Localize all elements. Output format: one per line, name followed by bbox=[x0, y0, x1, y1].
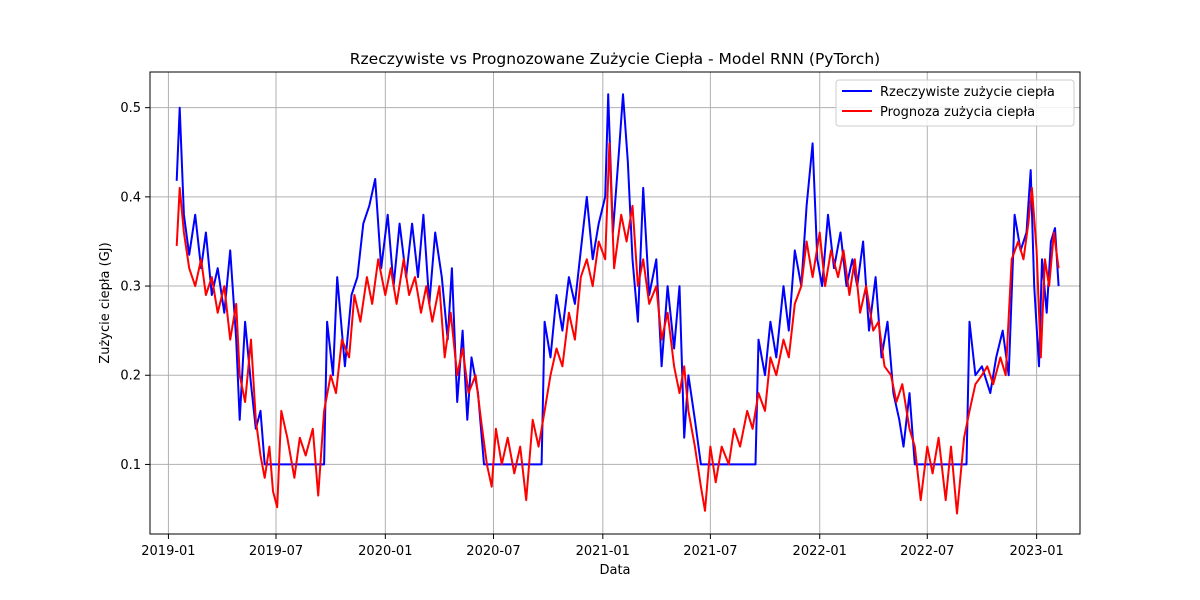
y-tick-label: 0.5 bbox=[120, 101, 141, 116]
legend: Rzeczywiste zużycie ciepła Prognoza zuży… bbox=[835, 79, 1075, 127]
x-tick-label: 2019-07 bbox=[249, 544, 303, 559]
plot-frame bbox=[149, 71, 1081, 535]
x-tick-label: 2021-01 bbox=[576, 544, 630, 559]
y-axis: 0.1 0.2 0.3 0.4 0.5 bbox=[120, 101, 150, 473]
x-axis-title: Data bbox=[599, 563, 630, 578]
y-tick-label: 0.2 bbox=[120, 369, 141, 384]
legend-label-actual: Rzeczywiste zużycie ciepła bbox=[880, 85, 1055, 100]
legend-box bbox=[835, 79, 1075, 127]
x-tick-label: 2022-07 bbox=[900, 544, 954, 559]
x-tick-label: 2021-07 bbox=[683, 544, 737, 559]
y-axis-title: Zużycie ciepła (GJ) bbox=[98, 242, 113, 363]
chart-title: Rzeczywiste vs Prognozowane Zużycie Ciep… bbox=[350, 50, 880, 68]
x-tick-label: 2020-07 bbox=[466, 544, 520, 559]
series-line-forecast bbox=[175, 142, 1060, 515]
x-tick-label: 2023-01 bbox=[1009, 544, 1063, 559]
y-tick-label: 0.4 bbox=[120, 190, 141, 205]
x-axis: 2019-01 2019-07 2020-01 2020-07 2021-01 2021-… bbox=[141, 534, 1064, 559]
x-tick-label: 2020-01 bbox=[358, 544, 412, 559]
x-tick-label: 2022-01 bbox=[793, 544, 847, 559]
legend-label-forecast: Prognoza zużycia ciepła bbox=[880, 105, 1035, 120]
series-group bbox=[175, 93, 1060, 515]
x-tick-label: 2019-01 bbox=[141, 544, 195, 559]
y-tick-label: 0.1 bbox=[120, 458, 141, 473]
series-line-actual bbox=[175, 93, 1060, 466]
y-tick-label: 0.3 bbox=[120, 280, 141, 295]
